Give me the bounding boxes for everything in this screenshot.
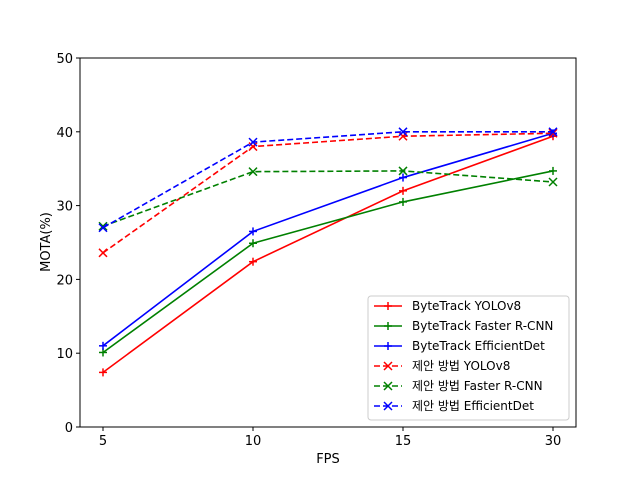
legend-marker (383, 381, 393, 391)
series-line-5 (102, 131, 553, 229)
x-tick-label: 15 (395, 434, 412, 449)
series-line-1 (102, 170, 554, 354)
data-point-marker (548, 177, 558, 187)
legend: ByteTrack YOLOv8 ByteTrack Faster R-CNN By… (367, 295, 570, 421)
x-tick-label: 10 (245, 434, 262, 449)
y-tick-label: 10 (56, 347, 73, 362)
legend-label: 제안 방법 EfficientDet (412, 399, 534, 413)
data-point-marker (399, 197, 407, 206)
legend-marker (383, 361, 393, 371)
data-point-marker (99, 368, 107, 377)
data-point-marker (548, 128, 558, 138)
y-axis-label: MOTA(%) (39, 212, 54, 272)
legend-label: ByteTrack EfficientDet (412, 339, 545, 353)
legend-marker (384, 302, 392, 310)
x-axis: 5 10 15 30 (99, 427, 561, 449)
y-axis: 0 10 20 30 40 50 (56, 52, 80, 436)
data-point-marker (249, 239, 257, 248)
data-point-marker (248, 137, 258, 147)
data-point-marker (399, 186, 407, 195)
x-tick-label: 30 (545, 434, 562, 449)
y-tick-label: 30 (56, 200, 73, 215)
legend-label: ByteTrack Faster R-CNN (412, 319, 553, 333)
data-point-marker (98, 221, 108, 231)
y-tick-label: 40 (56, 126, 73, 141)
series-line-3 (102, 132, 554, 254)
legend-marker (383, 401, 393, 411)
data-point-marker (548, 127, 558, 137)
legend-label: 제안 방법 Faster R-CNN (412, 379, 543, 393)
y-tick-label: 20 (56, 273, 73, 288)
legend-label: ByteTrack YOLOv8 (412, 299, 521, 313)
x-tick-label: 5 (99, 434, 107, 449)
legend-marker (384, 322, 392, 330)
legend-marker (384, 342, 392, 350)
series-line-4 (102, 170, 554, 228)
data-point-marker (398, 127, 408, 137)
data-point-marker (248, 167, 258, 177)
legend-label: 제안 방법 YOLOv8 (412, 359, 510, 373)
data-point-marker (98, 223, 108, 233)
data-point-marker (99, 341, 107, 350)
legend-box (367, 295, 570, 421)
data-point-marker (249, 227, 257, 236)
data-point-marker (399, 173, 407, 182)
plot-series-group (98, 127, 558, 377)
data-point-marker (549, 166, 557, 175)
series-line-2 (102, 132, 554, 347)
data-point-marker (249, 257, 257, 266)
data-point-marker (98, 248, 108, 258)
y-tick-label: 0 (65, 421, 73, 436)
y-tick-label: 50 (56, 52, 73, 67)
data-point-marker (398, 166, 408, 176)
series-line-0 (102, 135, 554, 374)
plot-frame (79, 57, 577, 428)
x-axis-label: FPS (316, 452, 340, 467)
